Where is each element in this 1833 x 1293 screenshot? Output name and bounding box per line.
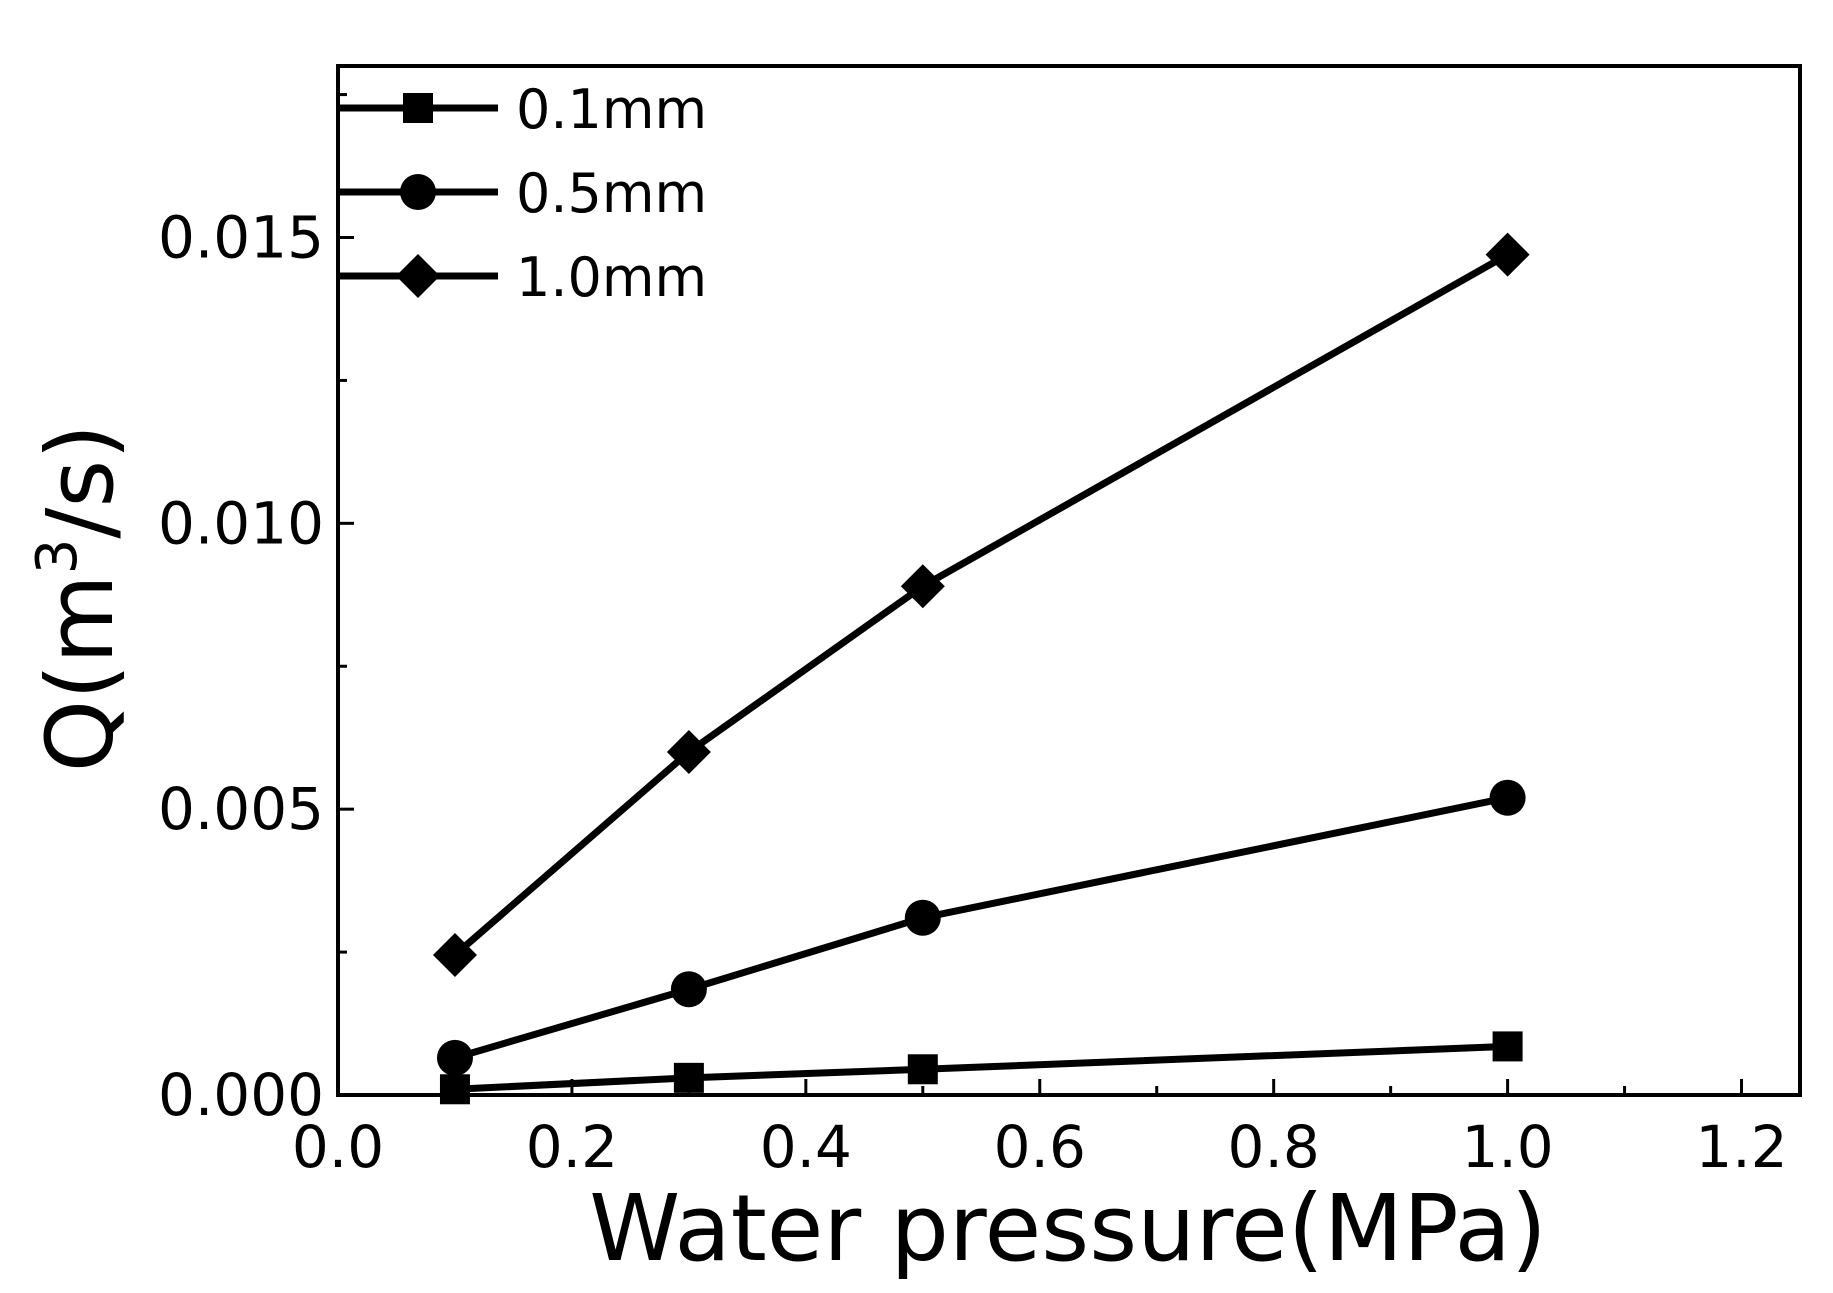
x-axis-title: Water pressure(MPa) [589, 1175, 1546, 1282]
x-tick-label: 0.8 [1228, 1113, 1320, 1181]
data-point-0.1mm-1 [673, 1062, 704, 1093]
data-point-1.0mm-2 [900, 564, 945, 609]
legend-label-1.0mm: 1.0mm [516, 246, 707, 309]
data-point-0.5mm-1 [670, 971, 707, 1008]
data-point-0.5mm-2 [904, 899, 941, 936]
data-point-0.5mm-0 [436, 1039, 473, 1076]
y-tick-label: 0.000 [158, 1061, 324, 1129]
legend-marker-1.0mm [396, 254, 440, 298]
legend-label-0.5mm: 0.5mm [516, 162, 707, 225]
legend-marker-0.1mm [403, 93, 433, 123]
y-axis-title: Q(m3/s) [25, 424, 134, 772]
y-axis-title-prefix: Q(m [27, 574, 134, 772]
legend-label-0.1mm: 0.1mm [516, 78, 707, 141]
data-point-0.5mm-3 [1489, 779, 1526, 816]
series-line-0.1mm [454, 1042, 1508, 1093]
legend-marker-0.5mm [400, 174, 436, 210]
y-tick-label: 0.015 [158, 204, 324, 272]
data-point-0.1mm-0 [439, 1074, 470, 1105]
data-point-1.0mm-1 [666, 730, 711, 774]
y-axis-title-superscript: 3 [25, 539, 90, 575]
y-tick-label: 0.010 [158, 489, 324, 557]
data-point-1.0mm-0 [432, 932, 477, 977]
x-tick-label: 0.0 [292, 1113, 384, 1181]
plot-frame [336, 64, 1802, 1097]
x-tick-label: 0.6 [994, 1113, 1086, 1181]
x-tick-label: 0.4 [760, 1113, 852, 1181]
series-line-1.0mm [452, 251, 1510, 958]
x-tick-label: 1.0 [1461, 1113, 1553, 1181]
y-tick-label: 0.005 [158, 775, 324, 843]
data-point-1.0mm-3 [1485, 232, 1530, 277]
x-tick-label: 1.2 [1695, 1113, 1787, 1181]
data-point-0.1mm-2 [907, 1054, 938, 1085]
x-tick-label: 0.2 [526, 1113, 618, 1181]
series-line-0.5mm [453, 794, 1509, 1062]
y-axis-title-suffix: /s) [27, 424, 134, 539]
data-point-0.1mm-3 [1492, 1031, 1523, 1062]
